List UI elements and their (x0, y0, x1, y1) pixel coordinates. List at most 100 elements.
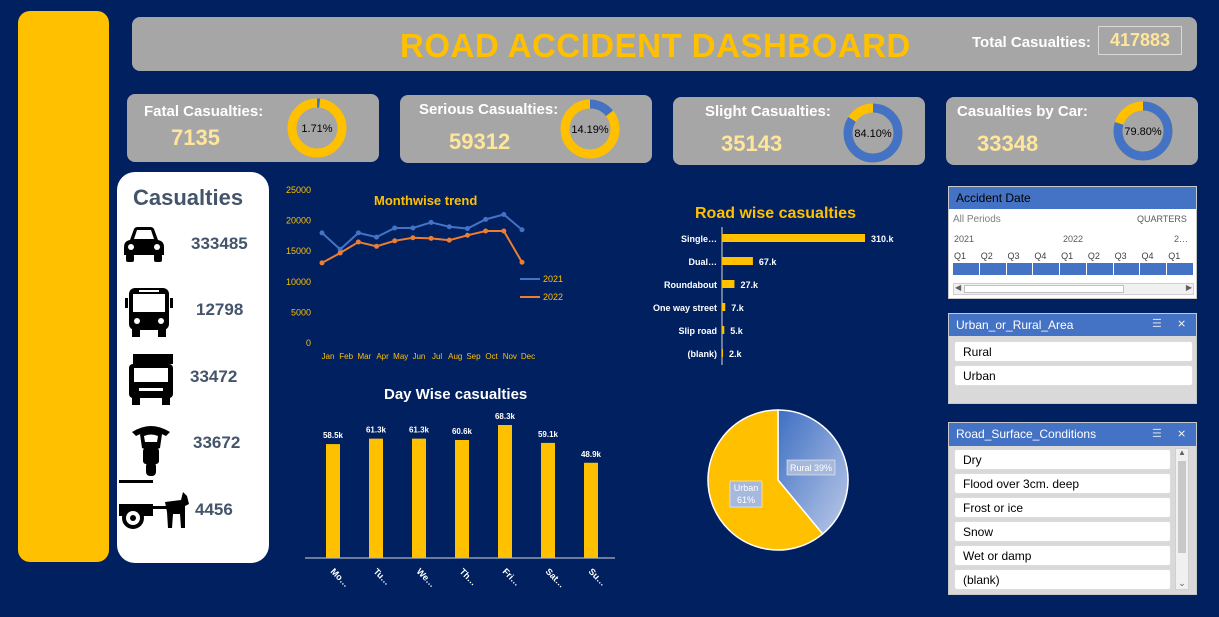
data-point (428, 235, 434, 241)
bar (722, 303, 726, 311)
data-label: 60.6k (452, 427, 473, 436)
category-label: One way street (653, 303, 717, 313)
data-point (319, 260, 325, 266)
multi-select-icon[interactable]: ☰ (1152, 318, 1162, 330)
timeline-quarter[interactable]: Q2 (1086, 249, 1113, 277)
donut-percent: 84.10% (854, 128, 892, 140)
monthwise-line-chart: 0 5000 10000 15000 20000 25000 Jan Feb Mar Apr May… (286, 185, 563, 361)
slicer-scrollbar[interactable]: ▲ ⌄ (1175, 448, 1189, 590)
timeline-quarter[interactable]: Q1 (1167, 249, 1193, 277)
clear-filter-icon[interactable]: ⨯ (1177, 318, 1187, 330)
quarter-label: Q3 (1007, 251, 1020, 261)
vehicle-value-cart: 4456 (195, 500, 233, 519)
quarter-label: Q2 (1087, 251, 1100, 261)
accident-date-slicer[interactable]: Accident Date All Periods QUARTERS 2021 … (948, 186, 1197, 299)
kpi-value: 7135 (171, 125, 220, 150)
vehicle-value-car: 333485 (191, 234, 248, 253)
kpi-donut: 1.71% (287, 98, 347, 158)
data-point (446, 237, 452, 243)
slicer-title: Urban_or_Rural_Area (956, 318, 1074, 332)
clear-filter-icon[interactable]: ⨯ (1177, 428, 1187, 440)
timeline-quarter[interactable]: Q1 (953, 249, 979, 277)
timeline-quarter[interactable]: Q1 (1060, 249, 1086, 277)
slicer-item-blank[interactable]: (blank) (954, 569, 1171, 590)
quarter-bar (979, 263, 1006, 275)
x-tick-label: Apr (376, 352, 389, 361)
year-label: 2022 (1063, 234, 1084, 244)
slicer-item-urban[interactable]: Urban (954, 365, 1193, 386)
category-label: Sat… (544, 566, 567, 589)
quarter-label: Q1 (954, 251, 967, 261)
x-tick-label: Mar (357, 352, 371, 361)
kpi-donut: 84.10% (843, 103, 903, 163)
data-point (483, 216, 489, 222)
period-type-dropdown[interactable]: QUARTERS (1137, 214, 1187, 224)
pie-slice-urban (707, 409, 824, 551)
data-label: 2.k (729, 349, 743, 359)
urban-rural-slicer[interactable]: Urban_or_Rural_Area ☰ ⨯ Rural Urban (948, 313, 1197, 404)
timeline-quarter[interactable]: Q3 (1006, 249, 1033, 277)
bar (722, 349, 723, 357)
donut-segment (1113, 101, 1173, 161)
data-point (410, 225, 416, 231)
donut-percent: 14.19% (571, 124, 609, 136)
donut-percent: 1.71% (301, 123, 332, 135)
scroll-left-icon[interactable]: ◀ (955, 283, 962, 292)
data-point (374, 243, 380, 249)
daywise-bar-chart: 58.5k Mo… 61.3k Tu… 61.3k We… 60.6k Th… 68.3k Fri… (305, 412, 615, 590)
slicer-item-frost[interactable]: Frost or ice (954, 497, 1171, 518)
data-label: 7.k (731, 303, 745, 313)
x-tick-label: Sep (466, 352, 481, 361)
scrollbar-thumb[interactable] (1178, 461, 1186, 553)
timeline-quarter[interactable]: Q2 (979, 249, 1006, 277)
multi-select-icon[interactable]: ☰ (1152, 428, 1162, 440)
data-point (337, 246, 343, 252)
pie-label-rural: Rural 39% (790, 463, 832, 473)
category-label: Dual… (688, 257, 717, 267)
data-label: 61.3k (366, 426, 387, 435)
road-surface-slicer[interactable]: Road_Surface_Conditions ☰ ⨯ Dry Flood ov… (948, 422, 1197, 595)
data-point (355, 239, 361, 245)
kpi-value: 59312 (449, 129, 511, 154)
data-point (392, 238, 398, 244)
quarter-bar (953, 263, 979, 275)
category-label: We… (415, 566, 438, 589)
scroll-right-icon[interactable]: ▶ (1185, 283, 1192, 292)
data-label: 67.k (759, 257, 778, 267)
slicer-item-snow[interactable]: Snow (954, 521, 1171, 542)
slicer-item-flood[interactable]: Flood over 3cm. deep (954, 473, 1171, 494)
x-tick-label: Jul (432, 352, 442, 361)
roadwise-chart-title: Road wise casualties (695, 205, 856, 222)
vehicle-value-bus: 12798 (196, 300, 244, 319)
quarter-bar (1167, 263, 1193, 275)
y-tick-label: 20000 (286, 216, 311, 226)
pie-label-box (729, 480, 763, 508)
car-icon (124, 227, 164, 262)
pie-label-urban-pct: 61% (737, 495, 755, 505)
timeline-quarter[interactable]: Q3 (1113, 249, 1140, 277)
quarter-label: Q3 (1114, 251, 1127, 261)
slicer-item-dry[interactable]: Dry (954, 449, 1171, 470)
pie-label-box (786, 459, 836, 476)
vehicle-value-motorcycle: 33672 (193, 433, 241, 452)
slicer-item-wet[interactable]: Wet or damp (954, 545, 1171, 566)
quarter-label: Q2 (980, 251, 993, 261)
chevron-down-icon[interactable]: ⌄ (1178, 578, 1186, 588)
timeline-quarter[interactable]: Q4 (1033, 249, 1060, 277)
motorcycle-icon (132, 426, 170, 476)
slicer-item-rural[interactable]: Rural (954, 341, 1193, 362)
scrollbar-thumb[interactable] (964, 285, 1124, 293)
data-point (483, 228, 489, 234)
timeline-scrollbar[interactable]: ◀ ▶ (953, 283, 1194, 295)
y-tick-label: 5000 (291, 307, 311, 317)
category-label: Fri… (501, 566, 523, 588)
kpi-label: Fatal Casualties: (144, 103, 264, 120)
chevron-up-icon[interactable]: ▲ (1178, 448, 1186, 457)
category-label: Th… (458, 566, 479, 587)
header-bar: ROAD ACCIDENT DASHBOARD Total Casualties… (132, 17, 1197, 71)
slicer-title: Accident Date (956, 191, 1031, 205)
quarter-label: Q4 (1141, 251, 1154, 261)
timeline-quarter[interactable]: Q4 (1140, 249, 1167, 277)
quarter-label: Q1 (1168, 251, 1181, 261)
roadwise-bar-chart: Single… 310.k Dual… 67.k Roundabout 27.k One w… (653, 227, 895, 365)
